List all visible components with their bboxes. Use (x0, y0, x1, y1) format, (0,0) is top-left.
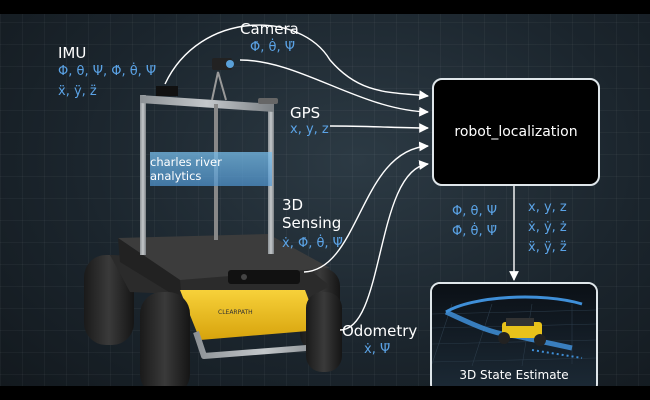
arrow-camera (239, 59, 429, 117)
chassis-deck (118, 234, 330, 280)
output-velocity-row: ẋ, ẏ, ż (528, 220, 567, 235)
imu-symbols-row2: ẍ, ÿ, z̈ (58, 84, 97, 99)
mast-top-bar (140, 95, 274, 112)
imu-label: IMU (58, 44, 87, 62)
output-angular-rate-row: Φ̇, θ̇, Ψ̇ (452, 224, 497, 239)
3d-sensing-symbols: ẋ, Φ̇, θ̇, Ψ̇ (282, 236, 343, 251)
trajectory-path (445, 295, 583, 314)
depth-sensor (228, 270, 300, 284)
state-estimate-label: 3D State Estimate (459, 368, 569, 382)
camera-label: Camera (240, 20, 299, 38)
sponsor-banner: charles river analytics (150, 152, 272, 186)
odometry-label: Odometry (342, 322, 418, 340)
output-orientation-row: Φ, θ, Ψ (452, 204, 497, 219)
front-left-tire (140, 292, 190, 396)
camera-symbols: Φ̇, θ̇, Ψ̇ (250, 40, 295, 55)
camera-unit (212, 58, 232, 70)
imu-symbols-row1: Φ, θ, Ψ, Φ̇, θ̇, Ψ̇ (58, 64, 157, 79)
letterbox-bottom (0, 386, 650, 400)
imu-unit (156, 86, 178, 96)
arrow-imu (164, 24, 429, 100)
state-estimate-panel: 3D State Estimate (430, 282, 598, 394)
front-bumper-panel (180, 290, 320, 340)
output-acceleration-row: ẍ, ÿ, z̈ (528, 240, 567, 255)
letterbox-top (0, 0, 650, 14)
chassis-side (118, 238, 182, 300)
robot-localization-node: robot_localization (432, 78, 600, 186)
arrow-3d-sensing (303, 141, 429, 273)
odometry-symbols: ẋ, Ψ̇ (364, 342, 391, 357)
sponsor-banner-text: charles river analytics (150, 155, 222, 183)
rear-left-tire (84, 255, 134, 345)
camera-lens (226, 60, 234, 68)
robot-localization-label: robot_localization (454, 124, 578, 140)
front-right-tire (306, 292, 342, 372)
3d-sensing-label: 3D Sensing (282, 196, 342, 232)
gps-label: GPS (290, 104, 321, 122)
estimate-robot-model (498, 318, 546, 346)
output-position-row: x, y, z (528, 200, 567, 215)
arrow-gps (329, 123, 429, 133)
robot-logo: CLEARPATH (218, 309, 253, 316)
gps-unit (258, 98, 278, 104)
arrow-odometry (339, 160, 429, 331)
state-estimate-render (432, 284, 596, 392)
gps-symbols: x, y, z (290, 122, 329, 137)
mast-left-post (140, 95, 146, 255)
camera-tripod (211, 71, 227, 101)
